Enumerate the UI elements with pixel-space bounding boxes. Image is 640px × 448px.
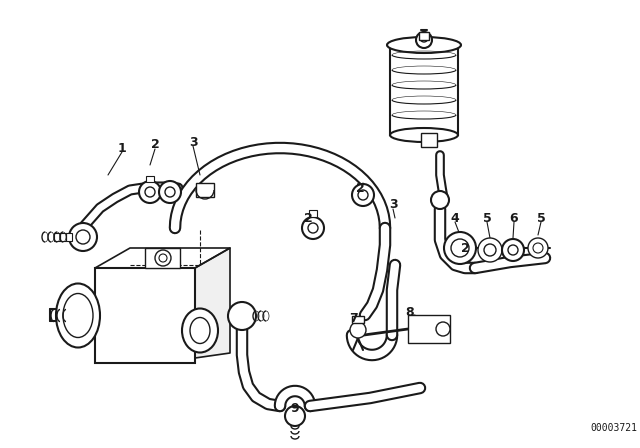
Circle shape [436,322,450,336]
Ellipse shape [387,37,461,53]
Text: 5: 5 [536,211,545,224]
Circle shape [451,239,469,257]
Circle shape [420,34,428,42]
Bar [66,233,72,241]
Circle shape [350,322,366,338]
Text: 7: 7 [349,311,358,324]
Text: 2: 2 [356,181,364,194]
Circle shape [159,181,181,203]
Bar [54,233,60,241]
Circle shape [533,243,543,253]
Circle shape [155,250,171,266]
Circle shape [358,190,368,200]
Bar [60,233,66,241]
Text: 00003721: 00003721 [590,423,637,433]
Circle shape [69,223,97,251]
Text: 4: 4 [451,211,460,224]
Bar [408,315,450,343]
Bar [421,133,437,147]
Circle shape [165,187,175,197]
Circle shape [76,230,90,244]
Circle shape [352,184,374,206]
Circle shape [159,254,167,262]
Ellipse shape [63,293,93,337]
Text: 1: 1 [118,142,126,155]
Circle shape [145,187,155,197]
Bar [95,268,195,363]
Circle shape [139,181,161,203]
Text: 9: 9 [291,401,300,414]
Text: 3: 3 [189,135,197,148]
Circle shape [416,32,432,48]
Circle shape [528,238,548,258]
Circle shape [478,238,502,262]
Circle shape [308,223,318,233]
Text: 3: 3 [388,198,397,211]
Text: 2: 2 [303,211,312,224]
Bar [145,248,180,268]
Bar [390,45,458,135]
Ellipse shape [190,318,210,344]
Circle shape [302,217,324,239]
Circle shape [508,245,518,255]
Polygon shape [195,248,230,358]
Circle shape [285,406,305,426]
Circle shape [484,244,496,256]
Text: 6: 6 [509,211,518,224]
Polygon shape [95,248,230,268]
Bar [419,32,429,40]
Bar [146,176,154,182]
Bar [196,183,214,197]
Text: 5: 5 [483,211,492,224]
Circle shape [431,191,449,209]
Bar [352,316,364,323]
Text: 2: 2 [150,138,159,151]
Bar [309,210,317,217]
Ellipse shape [390,128,458,142]
Circle shape [228,302,256,330]
Circle shape [502,239,524,261]
Text: 8: 8 [406,306,414,319]
Ellipse shape [56,284,100,348]
Circle shape [444,232,476,264]
Text: 2: 2 [461,241,469,254]
Ellipse shape [182,309,218,353]
